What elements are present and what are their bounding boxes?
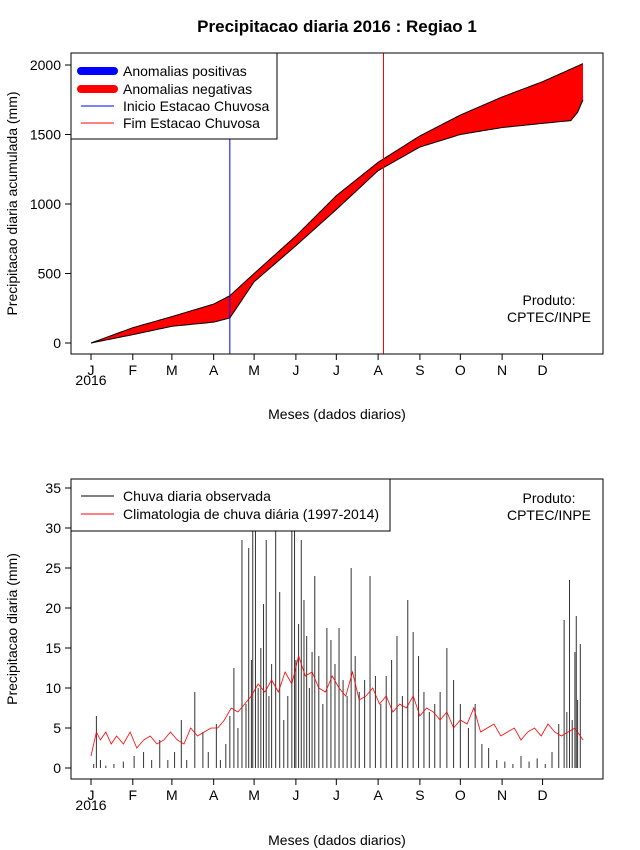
legend-label-negative: Anomalias negativas xyxy=(123,81,252,97)
legend-label-end: Fim Estacao Chuvosa xyxy=(123,115,260,131)
anomaly-area-layer xyxy=(90,63,584,344)
daily-x-tick-label: M xyxy=(166,787,178,803)
daily-y-tick-label: 15 xyxy=(45,640,61,656)
cumulative-x-tick-label: F xyxy=(129,362,138,378)
daily-y-axis-title: Precipitacao diaria (mm) xyxy=(4,553,20,705)
legend-label-positive: Anomalias positivas xyxy=(123,63,247,79)
cumulative-x-tick-label: A xyxy=(373,362,383,378)
daily-year-label: 2016 xyxy=(75,797,106,813)
daily-x-tick-label: A xyxy=(373,787,383,803)
cumulative-y-axis-title: Precipitacao diaria acumulada (mm) xyxy=(4,91,20,315)
cumulative-x-tick-label: J xyxy=(333,362,340,378)
climatology-cumulative-line xyxy=(90,63,584,344)
cumulative-x-tick-label: N xyxy=(497,362,507,378)
daily-y-tick-label: 20 xyxy=(45,600,61,616)
daily-y-tick-label: 25 xyxy=(45,560,61,576)
daily-product-source: CPTEC/INPE xyxy=(507,507,591,523)
daily-x-tick-label: J xyxy=(292,787,299,803)
daily-legend-box xyxy=(70,478,391,532)
daily-legend: Chuva diaria observada Climatologia de c… xyxy=(70,478,391,532)
negative-anomaly-area xyxy=(91,63,583,343)
cumulative-legend: Anomalias positivas Anomalias negativas … xyxy=(70,52,278,140)
daily-product-label: Produto: xyxy=(523,490,576,506)
cumulative-x-tick-label: M xyxy=(166,362,178,378)
daily-y-tick-label: 35 xyxy=(45,480,61,496)
daily-y-tick-label: 5 xyxy=(53,720,61,736)
cumulative-y-tick-label: 0 xyxy=(53,335,61,351)
daily-x-tick-label: F xyxy=(129,787,138,803)
cumulative-x-axis-title: Meses (dados diarios) xyxy=(268,406,406,422)
daily-y-tick-label: 0 xyxy=(53,760,61,776)
legend-label-start: Inicio Estacao Chuvosa xyxy=(123,98,270,114)
daily-x-tick-label: O xyxy=(455,787,466,803)
climatology-line xyxy=(90,654,584,757)
legend-label-observed: Chuva diaria observada xyxy=(123,488,271,504)
cumulative-y-tick-label: 1000 xyxy=(30,196,61,212)
daily-y-tick-label: 30 xyxy=(45,520,61,536)
observed-cumulative-line xyxy=(90,99,584,344)
daily-x-tick-label: D xyxy=(537,787,547,803)
daily-x-tick-label: M xyxy=(248,787,260,803)
daily-x-tick-label: A xyxy=(209,787,219,803)
cumulative-plot-frame xyxy=(70,52,604,355)
cumulative-x-tick-label: J xyxy=(292,362,299,378)
cumulative-x-tick-label: D xyxy=(537,362,547,378)
cumulative-y-tick-label: 500 xyxy=(38,266,62,282)
daily-x-tick-label: N xyxy=(497,787,507,803)
cumulative-chart: J F M A M J J A S O N D 0 500 1000 1500 2000 Anomalias p… xyxy=(4,52,604,422)
daily-y-tick-label: 10 xyxy=(45,680,61,696)
cumulative-product-label: Produto: xyxy=(523,292,576,308)
daily-x-tick-label: J xyxy=(88,787,95,803)
cumulative-y-tick-label: 2000 xyxy=(30,57,61,73)
daily-x-tick-label: S xyxy=(415,787,424,803)
cumulative-x-tick-label: M xyxy=(248,362,260,378)
cumulative-year-label: 2016 xyxy=(75,372,106,388)
daily-x-tick-label: J xyxy=(333,787,340,803)
chart-title: Precipitacao diaria 2016 : Regiao 1 xyxy=(197,17,477,36)
cumulative-x-tick-label: S xyxy=(415,362,424,378)
cumulative-x-tick-label: O xyxy=(455,362,466,378)
legend-label-climatology: Climatologia de chuva diária (1997-2014) xyxy=(123,506,379,522)
cumulative-product-source: CPTEC/INPE xyxy=(507,309,591,325)
daily-x-axis-title: Meses (dados diarios) xyxy=(268,832,406,848)
cumulative-x-tick-label: A xyxy=(209,362,219,378)
observed-rain-bars xyxy=(93,492,581,768)
daily-chart: J F M A M J J A S O N D 0 5 10 15 20 25 30 35 Chuva diaria … xyxy=(4,478,604,848)
cumulative-y-tick-label: 1500 xyxy=(30,127,61,143)
cumulative-x-tick-label: J xyxy=(88,362,95,378)
